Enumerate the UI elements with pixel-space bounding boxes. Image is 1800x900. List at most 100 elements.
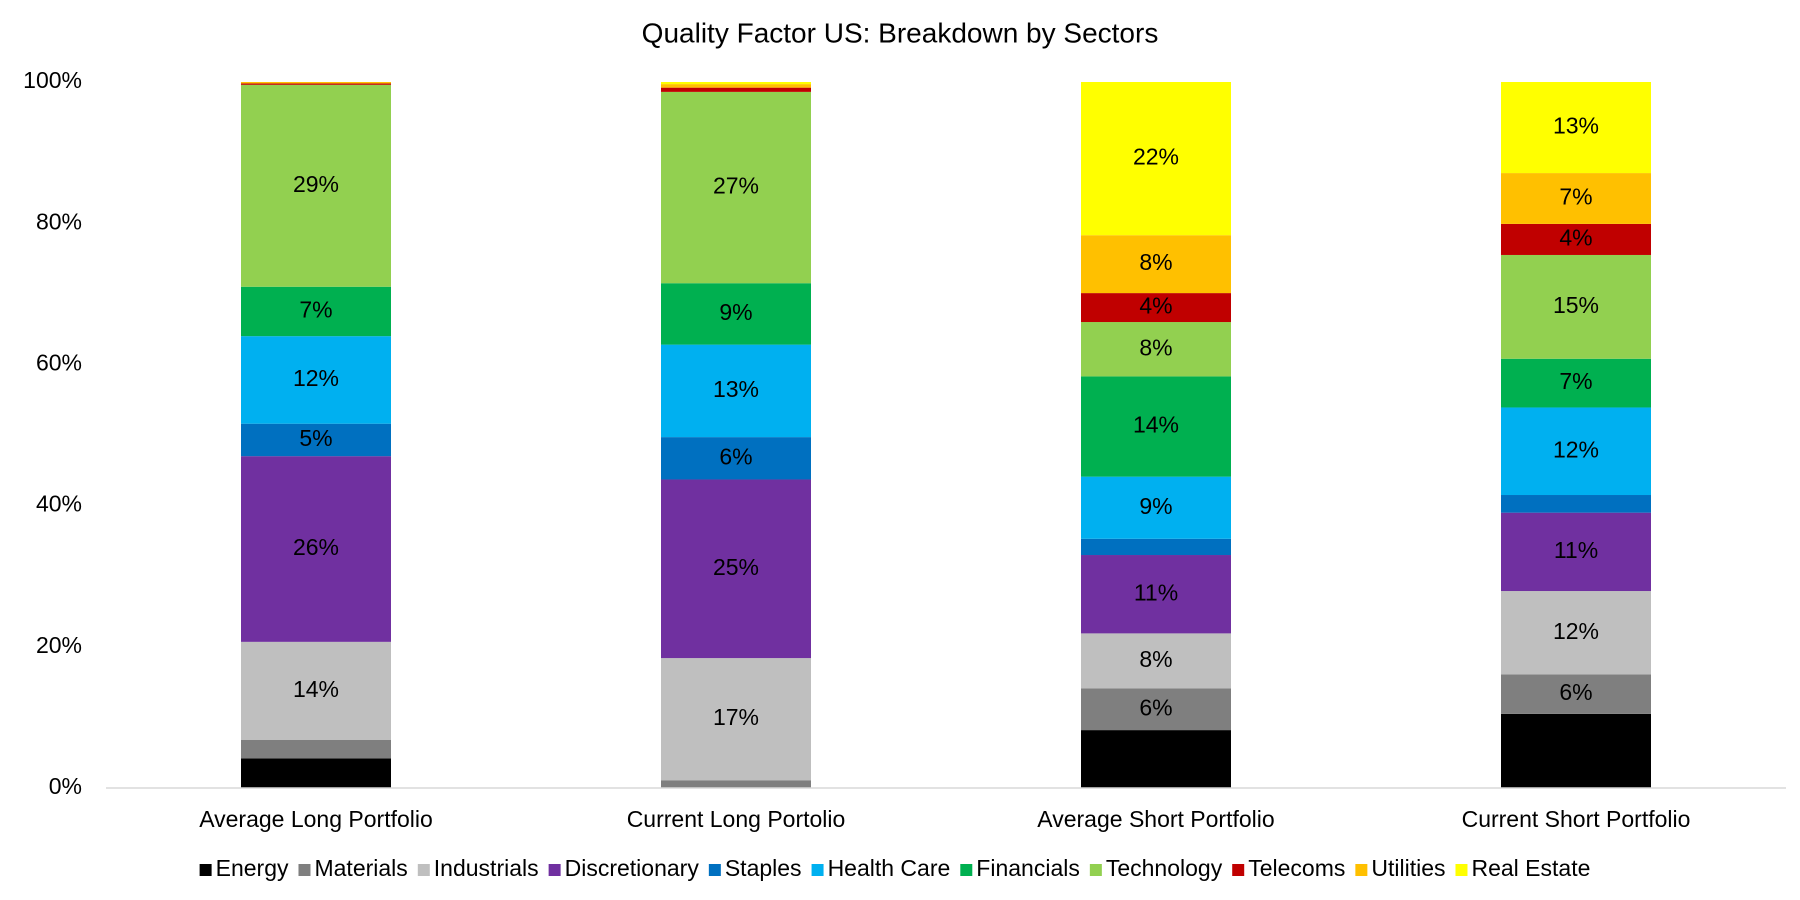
data-label: 4% [1139, 293, 1172, 319]
legend-swatch [811, 864, 824, 876]
bar-segment [661, 84, 811, 88]
data-label: 12% [1553, 436, 1599, 462]
legend-label: Technology [1106, 855, 1223, 881]
legend-swatch [1089, 864, 1102, 876]
data-label: 25% [713, 554, 759, 580]
legend-swatch [960, 864, 973, 876]
bar-segment [1501, 407, 1651, 496]
bar-segment [1501, 173, 1651, 224]
legend-label: Energy [216, 855, 289, 881]
x-tick-label: Average Long Portfolio [199, 806, 433, 832]
bar-segment [1081, 293, 1231, 323]
data-label: 4% [1559, 225, 1592, 251]
bar-segment [661, 344, 811, 438]
data-label: 9% [1139, 493, 1172, 519]
data-label: 14% [293, 676, 339, 702]
bar-segment [661, 780, 811, 788]
bar-segment [1501, 358, 1651, 408]
bar-segment [1081, 376, 1231, 477]
x-tick-label: Current Short Portfolio [1462, 806, 1691, 832]
data-label: 6% [1139, 694, 1172, 720]
bar-segment [241, 84, 391, 287]
data-label: 11% [1554, 537, 1598, 563]
legend-swatch [298, 864, 311, 876]
y-tick-label: 20% [36, 632, 82, 658]
bar-segment [661, 437, 811, 480]
legend-label: Financials [976, 855, 1080, 881]
x-tick-label: Average Short Portfolio [1037, 806, 1274, 832]
bar-segment [241, 82, 391, 84]
data-label: 17% [713, 704, 759, 730]
data-label: 7% [1559, 184, 1592, 210]
data-label: 5% [299, 425, 332, 451]
y-tick-label: 80% [36, 208, 82, 234]
bar-segment [241, 739, 391, 759]
bar-segment [1501, 223, 1651, 255]
data-label: 6% [1559, 679, 1592, 705]
bar-segment [1081, 476, 1231, 539]
y-tick-label: 60% [36, 349, 82, 375]
legend-swatch [1455, 864, 1468, 876]
bar-segment [241, 286, 391, 337]
bar-segment [1081, 322, 1231, 377]
bar-segment [1081, 235, 1231, 294]
bar-segment [241, 456, 391, 642]
bar-segment [661, 479, 811, 659]
legend-label: Discretionary [565, 855, 700, 881]
bar-segment [661, 82, 811, 85]
legend-label: Real Estate [1471, 855, 1590, 881]
y-tick-label: 0% [49, 773, 82, 799]
bar-segment [241, 758, 391, 788]
data-label: 7% [299, 297, 332, 323]
data-label: 22% [1133, 144, 1179, 170]
data-label: 8% [1139, 334, 1172, 360]
data-label: 26% [293, 534, 339, 560]
bar-segment [1501, 82, 1651, 174]
bar-segment [661, 658, 811, 781]
bar-segment [1501, 254, 1651, 359]
data-label: 6% [719, 443, 752, 469]
bar-segment [241, 83, 391, 85]
bar-segment [661, 283, 811, 345]
bar-segment [1501, 495, 1651, 513]
bar-segment [1081, 555, 1231, 634]
bar-segment [661, 87, 811, 92]
bar-segment [1501, 674, 1651, 714]
bar-segment [661, 91, 811, 284]
data-label: 7% [1559, 368, 1592, 394]
legend-swatch [199, 864, 212, 876]
data-label: 9% [719, 299, 752, 325]
bar-segment [241, 336, 391, 424]
y-tick-label: 40% [36, 491, 82, 517]
bar-segment [1501, 591, 1651, 675]
legend-label: Staples [725, 855, 802, 881]
legend-label: Health Care [828, 855, 951, 881]
bar-segment [1081, 633, 1231, 689]
bar-segment [1081, 688, 1231, 731]
data-label: 29% [293, 171, 339, 197]
legend-swatch [548, 864, 561, 876]
data-label: 13% [1553, 113, 1599, 139]
data-label: 14% [1133, 412, 1179, 438]
y-tick-label: 100% [23, 67, 82, 93]
legend-label: Utilities [1371, 855, 1445, 881]
bar-segment [1081, 82, 1231, 236]
legend-label: Telecoms [1248, 855, 1345, 881]
bar-segment [1501, 512, 1651, 592]
data-label: 27% [713, 173, 759, 199]
bar-segment [241, 641, 391, 740]
legend-swatch [1355, 864, 1368, 876]
data-label: 11% [1134, 579, 1178, 605]
data-label: 13% [713, 376, 759, 402]
data-label: 8% [1139, 249, 1172, 275]
legend: Energy Materials Industrials Discretionary S… [199, 855, 1590, 881]
x-tick-label: Current Long Portolio [627, 806, 846, 832]
data-label: 12% [293, 365, 339, 391]
legend-label: Industrials [434, 855, 539, 881]
bar-segment [1081, 538, 1231, 556]
legend-label: Materials [314, 855, 407, 881]
data-label: 12% [1553, 618, 1599, 644]
data-label: 15% [1553, 292, 1599, 318]
bar-segment [1081, 730, 1231, 788]
